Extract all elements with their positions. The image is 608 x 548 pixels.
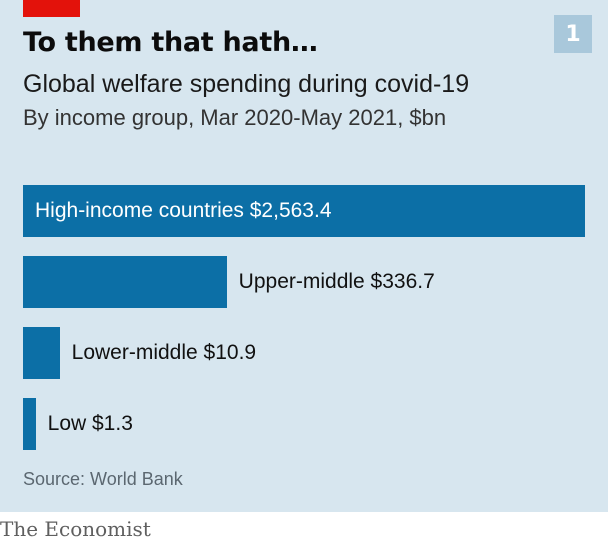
bar-chart: High-income countries $2,563.4 Upper-midd… (0, 160, 608, 470)
bar-label: High-income countries $2,563.4 (35, 199, 332, 222)
chart-subtitle: Global welfare spending during covid-19 (23, 70, 470, 98)
bar-low (23, 398, 36, 450)
chart-subsubtitle: By income group, Mar 2020-May 2021, $bn (23, 105, 447, 130)
bar-high-income-countries (23, 185, 585, 237)
publisher-wordmark: The Economist (0, 517, 151, 541)
bar-label: Upper-middle $336.7 (238, 270, 435, 293)
chart-title: To them that hath… (23, 27, 318, 58)
source-note: Source: World Bank (23, 469, 183, 489)
bar-label: Low $1.3 (47, 412, 133, 435)
brand-red-tag (23, 0, 80, 17)
bar-upper-middle (23, 256, 227, 308)
bar-label: Lower-middle $10.9 (71, 341, 257, 364)
bar-lower-middle (23, 327, 60, 379)
chart-number-badge: 1 (554, 15, 592, 53)
